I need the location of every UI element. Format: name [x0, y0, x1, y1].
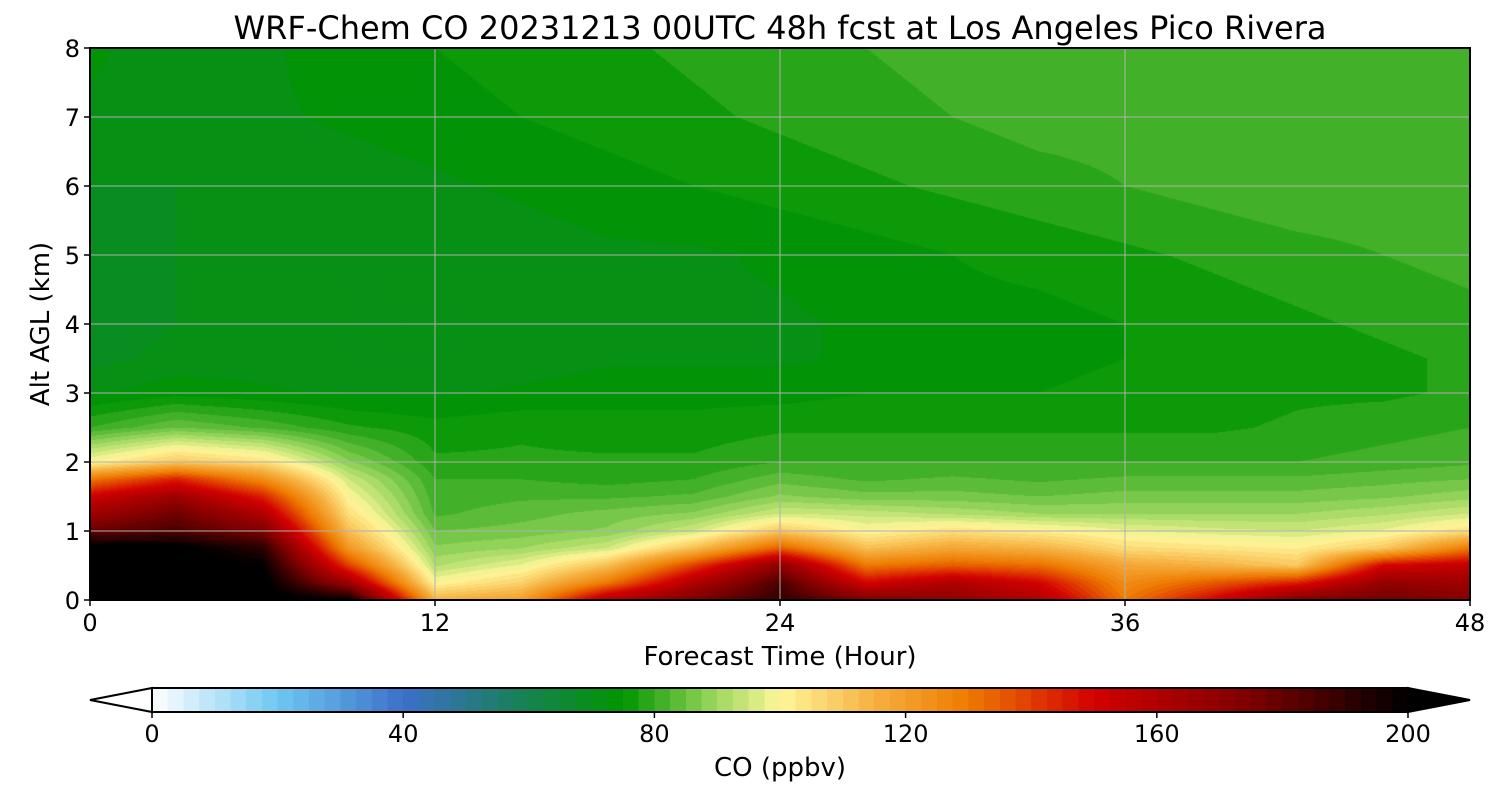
y-tick-label: 1: [65, 518, 80, 546]
y-tick-label: 6: [65, 173, 80, 201]
colorbar: 0 40 80 120 160 200 CO (ppbv): [89, 686, 1471, 783]
colorbar-tick-label: 200: [1385, 720, 1431, 748]
x-tick-label: 12: [420, 609, 451, 637]
colorbar-label: CO (ppbv): [714, 753, 846, 783]
colorbar-over-extension: [1407, 686, 1471, 714]
y-tick-label: 5: [65, 242, 80, 270]
chart-title: WRF-Chem CO 20231213 00UTC 48h fcst at L…: [234, 9, 1327, 47]
y-tick-label: 4: [65, 311, 80, 339]
x-tick-label: 0: [82, 609, 97, 637]
colorbar-ticks: 0 40 80 120 160 200: [144, 712, 1431, 748]
x-axis-label: Forecast Time (Hour): [643, 642, 916, 672]
colorbar-tick-label: 0: [144, 720, 159, 748]
y-tick-label: 8: [65, 35, 80, 63]
colorbar-under-extension: [89, 686, 153, 714]
y-tick-label: 3: [65, 380, 80, 408]
x-tick-label: 36: [1110, 609, 1141, 637]
colorbar-tick-label: 40: [388, 720, 419, 748]
y-axis: 0 1 2 3 4 5 6 7 8: [65, 35, 90, 615]
y-tick-label: 2: [65, 449, 80, 477]
x-tick-label: 48: [1455, 609, 1486, 637]
colorbar-tick-label: 120: [883, 720, 929, 748]
y-tick-label: 7: [65, 104, 80, 132]
y-axis-label: Alt AGL (km): [26, 242, 56, 406]
x-axis: 0 12 24 36 48: [82, 600, 1485, 637]
y-tick-label: 0: [65, 587, 80, 615]
colorbar-gradient: [151, 687, 1409, 713]
x-tick-label: 24: [765, 609, 796, 637]
colorbar-tick-label: 160: [1134, 720, 1180, 748]
colorbar-tick-label: 80: [639, 720, 670, 748]
